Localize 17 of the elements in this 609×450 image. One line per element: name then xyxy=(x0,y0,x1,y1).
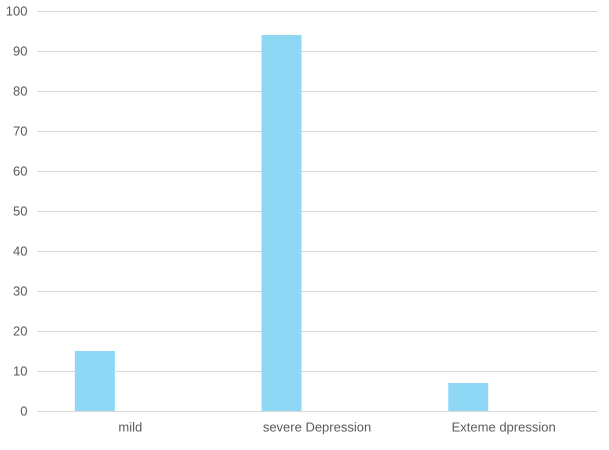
bar xyxy=(262,35,302,411)
y-tick-label: 50 xyxy=(13,204,28,218)
y-tick-label: 70 xyxy=(13,124,28,138)
y-tick-label: 60 xyxy=(13,164,28,178)
x-tick-label: Exteme dpression xyxy=(452,420,556,434)
x-tick-label: severe Depression xyxy=(262,420,372,434)
y-tick-label: 0 xyxy=(20,404,28,418)
y-tick-label: 90 xyxy=(13,44,28,58)
y-tick-label: 40 xyxy=(13,244,28,258)
y-tick-label: 30 xyxy=(13,284,28,298)
y-tick-label: 80 xyxy=(13,84,28,98)
y-tick-label: 100 xyxy=(6,4,28,18)
bar xyxy=(74,351,115,411)
bar xyxy=(448,383,488,411)
y-tick-label: 10 xyxy=(13,364,28,378)
y-tick-label: 20 xyxy=(13,324,28,338)
x-tick-label: mild xyxy=(118,420,142,434)
